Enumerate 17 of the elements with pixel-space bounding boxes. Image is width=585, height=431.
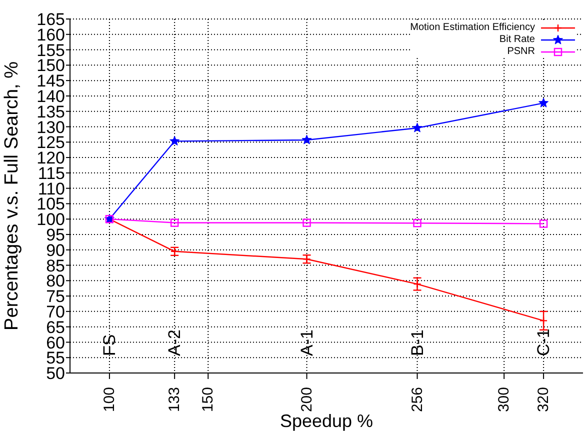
annotation: A-1	[297, 330, 316, 356]
x-tick-label: 150	[200, 387, 217, 412]
x-axis-title: Speedup %	[280, 411, 374, 431]
annotation: FS	[100, 334, 119, 356]
annotation: A-2	[165, 330, 184, 356]
x-tick-label: 300	[496, 387, 513, 412]
legend-label: PSNR	[507, 46, 535, 58]
x-tick-label: 100	[100, 387, 118, 412]
legend-label: Motion Estimation Efficiency	[410, 22, 535, 34]
x-tick-label: 133	[166, 387, 184, 412]
x-tick-label: 256	[408, 387, 426, 412]
annotation: B-1	[408, 330, 427, 356]
y-axis-title: Percentages v.s. Full Search, %	[2, 61, 22, 330]
x-tick-label: 200	[298, 387, 316, 412]
x-tick-label: 320	[535, 387, 552, 412]
legend-label: Bit Rate	[499, 34, 535, 46]
annotation: C-1	[534, 328, 554, 356]
